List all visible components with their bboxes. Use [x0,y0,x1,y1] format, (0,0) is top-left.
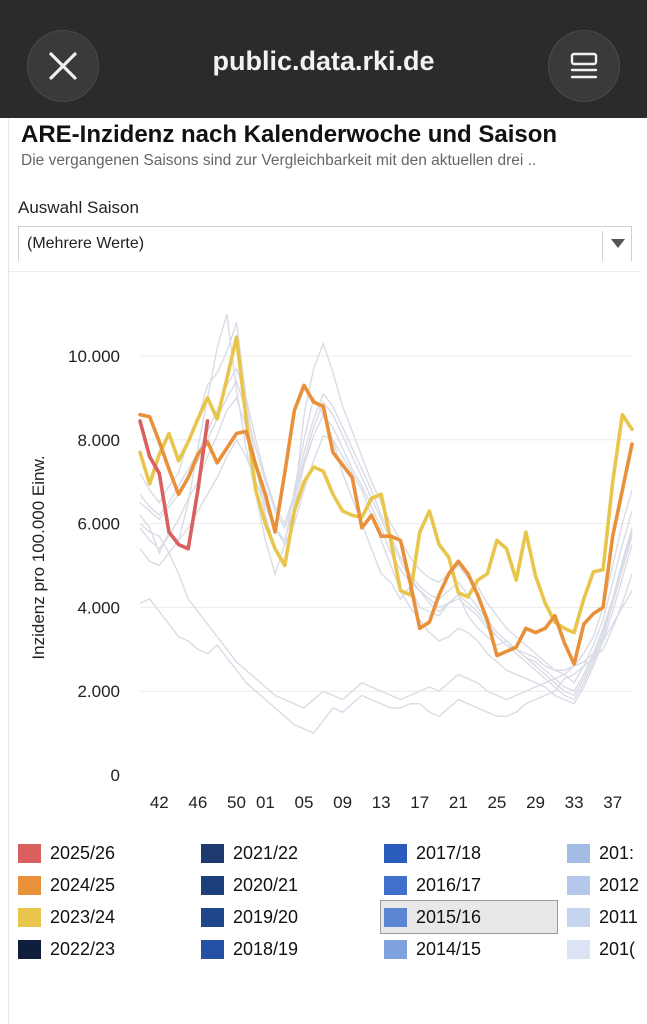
legend-item-2013-14[interactable]: 201: [567,838,647,868]
legend-swatch [384,876,407,895]
background-season-line [139,313,633,671]
legend-item-2014-15[interactable]: 2014/15 [384,934,554,964]
legend-swatch [567,844,590,863]
legend-label: 2012 [599,875,640,895]
legend-label: 2022/23 [50,939,116,959]
legend-item-2016-17[interactable]: 2016/17 [384,870,554,900]
browser-toolbar: public.data.rki.de [0,0,647,118]
legend-label: 2020/21 [233,875,299,895]
legend-label: 2024/25 [50,875,116,895]
legend-item-2010-11[interactable]: 201( [567,934,647,964]
right-edge [640,118,647,1024]
legend-item-2025-26[interactable]: 2025/26 [18,838,188,868]
background-season-line [139,366,633,697]
y-tick-label: 10.000 [68,347,120,366]
x-tick-label: 46 [188,793,207,812]
close-button[interactable] [27,30,99,102]
legend-swatch [18,844,41,863]
legend-label: 201: [599,843,635,863]
incidence-line-chart[interactable]: 0 2.000 4.000 6.000 8.000 10.000 42 46 50 01 05 09… [0,118,640,818]
legend-swatch [201,908,224,927]
season-select-value: (Mehrere Werte) [27,235,145,252]
series-line-2024-25[interactable] [138,383,634,666]
legend-label: 2019/20 [233,907,299,927]
section-divider [9,271,640,272]
x-axis-ticks: 42 46 50 01 05 09 13 17 21 25 29 33 37 [150,793,622,812]
page-title: ARE-Inzidenz nach Kalenderwoche und Sais… [21,121,558,148]
tabs-button[interactable] [548,30,620,102]
legend-label: 201( [599,939,636,959]
legend-item-2021-22[interactable]: 2021/22 [201,838,371,868]
legend-item-2011-12[interactable]: 2011 [567,902,647,932]
url-label[interactable]: public.data.rki.de [212,46,435,76]
background-season-line [139,573,633,734]
y-axis-ticks: 0 2.000 4.000 6.000 8.000 10.000 [68,347,120,785]
tabs-icon [570,52,598,79]
legend-label: 2011 [599,907,638,927]
legend-swatch [201,876,224,895]
legend-label: 2015/16 [416,907,482,927]
legend-swatch [567,940,590,959]
y-tick-label: 4.000 [77,598,120,617]
legend-label: 2018/19 [233,939,299,959]
legend-swatch [384,908,407,927]
x-tick-label: 05 [295,793,314,812]
x-tick-label: 25 [487,793,506,812]
legend-swatch [18,908,41,927]
legend-item-2022-23[interactable]: 2022/23 [18,934,188,964]
background-season-line [139,396,633,693]
highlighted-season-lines[interactable] [138,335,634,666]
background-season-line [139,434,633,705]
x-tick-label: 09 [333,793,352,812]
chevron-down-icon[interactable] [611,239,625,248]
legend-item-2024-25[interactable]: 2024/25 [18,870,188,900]
series-line-2023-24[interactable] [138,335,634,635]
legend-label: 2021/22 [233,843,299,863]
x-tick-label: 21 [449,793,468,812]
y-tick-label: 0 [111,766,120,785]
legend-swatch [384,940,407,959]
legend-swatch [567,908,590,927]
legend-item-2017-18[interactable]: 2017/18 [384,838,554,868]
legend-swatch [18,876,41,895]
y-tick-label: 6.000 [77,515,120,534]
legend-item-2019-20[interactable]: 2019/20 [201,902,371,932]
legend-label: 2014/15 [416,939,482,959]
x-tick-label: 13 [372,793,391,812]
x-tick-label: 33 [565,793,584,812]
x-tick-label: 42 [150,793,169,812]
x-tick-label: 29 [526,793,545,812]
y-axis-label: Inzidenz pro 100.000 Einw. [29,455,48,659]
legend-swatch [201,940,224,959]
x-tick-label: 50 [227,793,246,812]
y-tick-label: 8.000 [77,431,120,450]
legend-label: 2025/26 [50,843,116,863]
legend-item-2018-19[interactable]: 2018/19 [201,934,371,964]
legend-item-2023-24[interactable]: 2023/24 [18,902,188,932]
legend-swatch [567,876,590,895]
x-tick-label: 37 [603,793,622,812]
legend-swatch [384,844,407,863]
legend-item-2015-16[interactable]: 2015/16 [380,900,558,934]
legend-label: 2017/18 [416,843,482,863]
season-filter-label: Auswahl Saison [18,198,139,217]
background-season-line [139,379,633,701]
legend-label: 2023/24 [50,907,116,927]
legend-swatch [201,844,224,863]
legend-item-2012-13[interactable]: 2012 [567,870,647,900]
y-tick-label: 2.000 [77,682,120,701]
series-line-2025-26[interactable] [138,419,210,551]
legend-swatch [18,940,41,959]
select-divider [602,231,603,261]
legend-label: 2016/17 [416,875,482,895]
season-select[interactable]: (Mehrere Werte) [18,226,632,261]
page-subtitle: Die vergangenen Saisons sind zur Verglei… [21,152,537,169]
close-icon [49,52,77,80]
x-tick-label: 17 [410,793,429,812]
x-tick-label: 01 [256,793,275,812]
legend-item-2020-21[interactable]: 2020/21 [201,870,371,900]
background-season-line [139,523,633,709]
